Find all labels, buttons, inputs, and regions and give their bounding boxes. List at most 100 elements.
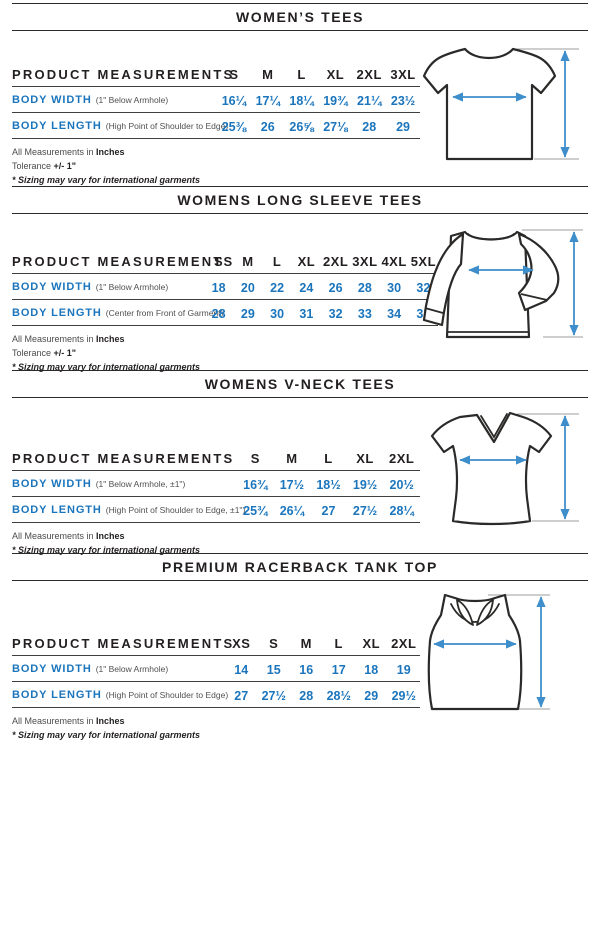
size-column-header: M bbox=[300, 636, 312, 651]
measurement-label: BODY LENGTH (High Point of Shoulder to Ed… bbox=[12, 685, 229, 703]
measurement-value: 18½ bbox=[316, 478, 341, 492]
size-column-header: S bbox=[269, 636, 279, 651]
size-column-header: 2XL bbox=[322, 254, 349, 269]
table-header-row: PRODUCT MEASUREMENTS S M L XL 2XL 3XL bbox=[12, 64, 420, 87]
measurement-note: (1" Below Armhole, ±1") bbox=[95, 479, 186, 489]
size-column-header: 2XL bbox=[391, 636, 417, 651]
measurement-value: 23½ bbox=[390, 94, 416, 108]
size-column-header: L bbox=[324, 451, 333, 466]
measurement-value: 33 bbox=[357, 307, 372, 321]
table-header-label: PRODUCT MEASUREMENTS bbox=[12, 451, 235, 466]
table-rows: BODY WIDTH (1" Below Armhole) 18 20 22 24 26 28… bbox=[12, 274, 438, 326]
measurement-value: 28 bbox=[299, 689, 314, 703]
measurement-value: 18¼ bbox=[289, 94, 314, 108]
measurement-label: BODY WIDTH (1" Below Armhole) bbox=[12, 659, 225, 677]
measurement-value: 16¼ bbox=[221, 94, 247, 108]
size-chart-section: WOMENS V-NECK TEES PRODUCT MEASUREMENTS … bbox=[0, 370, 600, 556]
size-chart-sections: WOMEN’S TEES PRODUCT MEASUREMENTS S M L XL 2… bbox=[0, 3, 600, 930]
size-header-row: S M L XL 2XL 3XL bbox=[217, 67, 420, 82]
measurement-value: 27 bbox=[234, 689, 249, 703]
measurement-note: (1" Below Armhole) bbox=[95, 95, 169, 105]
garment-illustration bbox=[413, 39, 588, 179]
garment-illustration bbox=[413, 589, 588, 729]
table-column: PRODUCT MEASUREMENTS S M L XL 2XL BODY WIDTH… bbox=[12, 398, 588, 556]
measurement-value: 32 bbox=[328, 307, 343, 321]
v-neck-garment-icon bbox=[430, 411, 579, 526]
note-measurements-unit: Inches bbox=[96, 716, 125, 726]
measurement-name: BODY WIDTH bbox=[12, 281, 92, 293]
measurement-value: 31 bbox=[299, 307, 314, 321]
measurement-value: 17½ bbox=[279, 478, 305, 492]
measurement-note: (High Point of Shoulder to Edge) bbox=[105, 121, 229, 131]
measurement-label: BODY WIDTH (1" Below Armhole, ±1") bbox=[12, 474, 237, 492]
section-body: PRODUCT MEASUREMENTS S M L XL 2XL 3XL 4XL 5XL B… bbox=[12, 214, 588, 373]
size-column-header: S bbox=[214, 254, 224, 269]
measurement-value: 27½ bbox=[352, 504, 378, 518]
garment-illustration bbox=[413, 222, 588, 362]
size-chart-section: WOMENS LONG SLEEVE TEES PRODUCT MEASUREM… bbox=[0, 186, 600, 373]
measurement-name: BODY WIDTH bbox=[12, 478, 92, 490]
measurement-value: 24 bbox=[299, 281, 314, 295]
table-column: PRODUCT MEASUREMENTS S M L XL 2XL 3XL BODY WI… bbox=[12, 31, 588, 186]
table-header-row: PRODUCT MEASUREMENTS XS S M L XL 2XL bbox=[12, 633, 420, 656]
measurement-value: 25⅜ bbox=[221, 120, 247, 134]
measurement-value: 22 bbox=[270, 281, 285, 295]
measurement-values: 25⅜ 26 26⅝ 27⅛ 28 29 bbox=[217, 120, 420, 134]
table-column: PRODUCT MEASUREMENTS XS S M L XL 2XL BODY WID… bbox=[12, 581, 588, 741]
measurement-label: BODY LENGTH (Center from Front of Garment… bbox=[12, 303, 223, 321]
table-rows: BODY WIDTH (1" Below Armhole) 14 15 16 17 18 19… bbox=[12, 656, 420, 708]
note-sizing: * Sizing may vary for international garm… bbox=[12, 729, 201, 740]
measurement-note: (High Point of Shoulder to Edge, ±1") bbox=[105, 505, 246, 515]
measurement-value: 25¾ bbox=[243, 504, 268, 518]
measurement-note: (High Point of Shoulder to Edge) bbox=[105, 690, 229, 700]
measurement-value: 18 bbox=[364, 663, 379, 677]
note-measurements-text: All Measurements in bbox=[12, 147, 97, 157]
measurement-value: 26 bbox=[260, 120, 275, 134]
measurements-table: PRODUCT MEASUREMENTS XS S M L XL 2XL BODY WID… bbox=[12, 633, 420, 708]
section-header: WOMENS LONG SLEEVE TEES bbox=[12, 186, 588, 214]
note-measurements: All Measurements in Inches bbox=[12, 147, 588, 158]
note-tolerance-text: Tolerance bbox=[12, 347, 54, 358]
note-measurements-text: All Measurements in bbox=[12, 716, 97, 726]
note-sizing: * Sizing may vary for international garm… bbox=[12, 544, 201, 555]
measurement-label: BODY LENGTH (High Point of Shoulder to Ed… bbox=[12, 116, 228, 134]
note-measurements: All Measurements in Inches bbox=[12, 531, 588, 542]
measurement-value: 28 bbox=[357, 281, 372, 295]
measurements-table: PRODUCT MEASUREMENTS S M L XL 2XL 3XL BODY WI… bbox=[12, 64, 420, 139]
note-measurements: All Measurements in Inches bbox=[12, 716, 588, 727]
section-header: WOMENS V-NECK TEES bbox=[12, 370, 588, 398]
measurement-value: 21¼ bbox=[357, 94, 382, 108]
measurement-label: BODY WIDTH (1" Below Armhole) bbox=[12, 277, 204, 295]
section-title: WOMENS V-NECK TEES bbox=[204, 376, 396, 392]
footnotes: All Measurements in Inches Tolerance +/-… bbox=[12, 334, 588, 373]
measurement-row: BODY LENGTH (Center from Front of Garment… bbox=[12, 300, 438, 326]
section-title: WOMEN’S TEES bbox=[235, 9, 365, 25]
table-header-label: PRODUCT MEASUREMENTS bbox=[12, 254, 235, 269]
measurement-value: 26¼ bbox=[279, 504, 305, 518]
measurements-table: PRODUCT MEASUREMENTS S M L XL 2XL 3XL 4XL 5XL B… bbox=[12, 251, 438, 326]
measurement-value: 29 bbox=[364, 689, 379, 703]
measurement-row: BODY LENGTH (High Point of Shoulder to Ed… bbox=[12, 113, 420, 139]
measurement-value: 32 bbox=[416, 281, 431, 295]
measurement-value: 27½ bbox=[261, 689, 286, 703]
measurement-value: 16¾ bbox=[243, 478, 268, 492]
section-title: WOMENS LONG SLEEVE TEES bbox=[177, 192, 423, 208]
note-measurements-unit: Inches bbox=[96, 147, 125, 157]
measurement-values: 25¾ 26¼ 27 27½ 28¼ bbox=[237, 504, 420, 518]
footnotes: All Measurements in Inches * Sizing may … bbox=[12, 716, 588, 741]
table-rows: BODY WIDTH (1" Below Armhole, ±1") 16¾ 17½ 1… bbox=[12, 471, 420, 523]
size-column-header: 3XL bbox=[352, 254, 378, 269]
footnotes: All Measurements in Inches Tolerance +/-… bbox=[12, 147, 588, 186]
table-header-row: PRODUCT MEASUREMENTS S M L XL 2XL bbox=[12, 448, 420, 471]
measurement-value: 27⅛ bbox=[323, 120, 348, 134]
size-column-header: M bbox=[242, 254, 254, 269]
measurement-value: 28½ bbox=[326, 689, 351, 703]
size-column-header: XS bbox=[232, 636, 251, 651]
measurement-note: (1" Below Armhole) bbox=[95, 282, 169, 292]
size-column-header: M bbox=[286, 451, 298, 466]
measurement-value: 30 bbox=[387, 281, 402, 295]
measurement-value: 18 bbox=[211, 281, 226, 295]
measurement-name: BODY LENGTH bbox=[12, 307, 102, 319]
size-header-row: S M L XL 2XL 3XL 4XL 5XL bbox=[204, 254, 438, 269]
